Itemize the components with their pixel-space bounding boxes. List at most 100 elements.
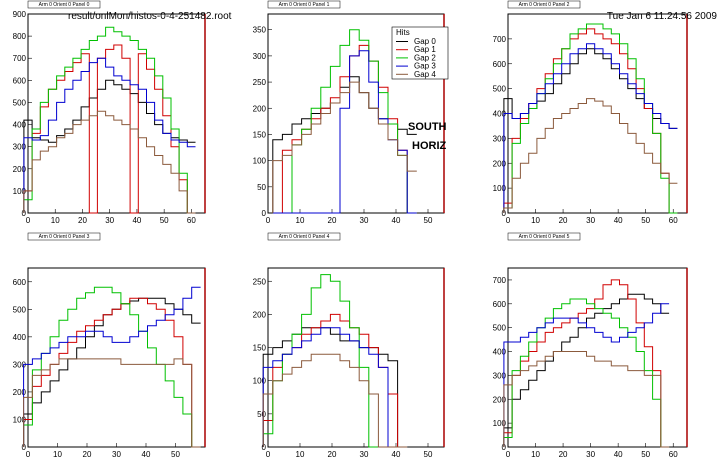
plot-frame-4	[267, 267, 445, 448]
y-tick-label-1-5: 250	[253, 78, 267, 87]
y-tick-label-3-1: 100	[13, 415, 27, 424]
legend-entry-2: Gap 2	[414, 53, 436, 62]
x-tick-label-3-2: 20	[83, 450, 92, 459]
legend-title: Hits	[396, 28, 410, 37]
histogram-line-pad3-gap2	[23, 286, 201, 448]
y-tick-label-0-0: 0	[22, 209, 27, 218]
histogram-pad-3: Arm 0 Orient 0 Panel 3010020030040050060…	[13, 232, 206, 459]
y-tick-label-4-5: 250	[253, 277, 267, 286]
x-tick-label-1-4: 40	[392, 216, 401, 225]
x-tick-label-2-0: 0	[506, 216, 511, 225]
histogram-line-pad0-gap2	[23, 26, 196, 214]
y-tick-label-0-2: 200	[13, 165, 27, 174]
x-tick-label-5-3: 30	[586, 450, 595, 459]
y-tick-label-3-0: 0	[22, 443, 27, 452]
x-tick-label-4-4: 40	[392, 450, 401, 459]
histogram-line-pad5-gap4	[503, 351, 670, 448]
histogram-line-pad4-gap2	[262, 274, 408, 448]
x-tick-label-2-6: 60	[669, 216, 678, 225]
y-tick-label-5-2: 200	[493, 395, 507, 404]
x-tick-label-1-0: 0	[266, 216, 271, 225]
y-tick-label-2-3: 300	[493, 134, 507, 143]
annotation-horiz: HORIZ	[412, 140, 447, 152]
pad-title-3: Arm 0 Orient 0 Panel 3	[39, 234, 90, 240]
x-tick-label-2-1: 10	[531, 216, 540, 225]
histogram-line-pad3-gap3	[23, 286, 201, 447]
x-tick-label-5-1: 10	[531, 450, 540, 459]
x-tick-label-5-2: 20	[559, 450, 568, 459]
y-tick-label-5-3: 300	[493, 371, 507, 380]
histogram-line-pad3-gap4	[23, 358, 201, 448]
y-tick-label-5-6: 600	[493, 300, 507, 309]
histogram-line-pad2-gap4	[503, 98, 678, 213]
pad-title-4: Arm 0 Orient 0 Panel 4	[279, 234, 330, 240]
file-name-header: result/onlMon/histos-0-4-251482.root	[68, 11, 232, 22]
y-tick-label-1-1: 50	[257, 183, 266, 192]
x-tick-label-3-5: 50	[171, 450, 180, 459]
y-tick-label-0-6: 600	[13, 76, 27, 85]
y-tick-label-1-4: 200	[253, 104, 267, 113]
x-tick-label-1-2: 20	[328, 216, 337, 225]
x-tick-label-0-3: 30	[105, 216, 114, 225]
histogram-line-pad0-gap3	[23, 57, 196, 213]
pad-title-box-4	[267, 232, 341, 241]
x-tick-label-3-1: 10	[53, 450, 62, 459]
y-tick-label-3-6: 600	[13, 278, 27, 287]
histogram-line-pad0-gap1	[23, 44, 196, 214]
histogram-pad-5: Arm 0 Orient 0 Panel 5010020030040050060…	[493, 232, 688, 459]
x-tick-label-5-6: 60	[669, 450, 678, 459]
y-tick-label-2-4: 400	[493, 110, 507, 119]
x-tick-label-4-2: 20	[328, 450, 337, 459]
x-tick-label-3-3: 30	[112, 450, 121, 459]
x-tick-label-0-0: 0	[26, 216, 31, 225]
y-tick-label-3-5: 500	[13, 305, 27, 314]
pad-title-box-1	[267, 0, 341, 9]
legend-box	[391, 26, 449, 80]
y-tick-label-1-0: 0	[262, 209, 267, 218]
y-tick-label-0-9: 900	[13, 10, 27, 19]
x-tick-label-4-0: 0	[266, 450, 271, 459]
y-tick-label-4-1: 50	[257, 410, 266, 419]
y-tick-label-2-2: 200	[493, 159, 507, 168]
y-tick-label-5-7: 700	[493, 276, 507, 285]
histogram-pad-0: Arm 0 Orient 0 Panel 0010020030040050060…	[13, 0, 206, 225]
y-tick-label-5-4: 400	[493, 348, 507, 357]
y-tick-label-0-5: 500	[13, 98, 27, 107]
legend-entry-3: Gap 3	[414, 62, 436, 71]
histogram-line-pad4-gap0	[262, 327, 408, 448]
x-tick-label-2-5: 50	[641, 216, 650, 225]
histogram-line-pad2-gap0	[503, 48, 678, 213]
x-tick-label-0-1: 10	[51, 216, 60, 225]
legend-entry-0: Gap 0	[414, 37, 436, 46]
histogram-line-pad4-gap4	[262, 353, 408, 448]
y-tick-label-0-1: 100	[13, 187, 27, 196]
plot-frame-3	[27, 267, 206, 448]
y-tick-label-4-2: 100	[253, 377, 267, 386]
x-tick-label-5-5: 50	[641, 450, 650, 459]
x-tick-label-3-0: 0	[26, 450, 31, 459]
x-tick-label-2-3: 30	[586, 216, 595, 225]
x-tick-label-0-2: 20	[78, 216, 87, 225]
histogram-line-pad3-gap1	[23, 297, 201, 448]
histogram-line-pad4-gap3	[262, 327, 408, 448]
x-tick-label-0-5: 50	[160, 216, 169, 225]
y-tick-label-2-7: 700	[493, 35, 507, 44]
histogram-line-pad5-gap3	[503, 303, 670, 447]
x-tick-label-5-0: 0	[506, 450, 511, 459]
x-tick-label-4-1: 10	[296, 450, 305, 459]
pad-title-0: Arm 0 Orient 0 Panel 0	[39, 2, 90, 8]
histogram-pad-1: Arm 0 Orient 0 Panel 1050100150200250300…	[253, 0, 445, 225]
y-tick-label-2-0: 0	[502, 209, 507, 218]
legend-entry-1: Gap 1	[414, 45, 436, 54]
y-tick-label-4-3: 150	[253, 344, 267, 353]
x-tick-label-4-5: 50	[424, 450, 433, 459]
pad-title-box-0	[27, 0, 101, 9]
y-tick-label-2-1: 100	[493, 184, 507, 193]
y-tick-label-0-7: 700	[13, 54, 27, 63]
x-tick-label-3-4: 40	[142, 450, 151, 459]
x-tick-label-4-3: 30	[360, 450, 369, 459]
x-tick-label-0-4: 40	[132, 216, 141, 225]
y-tick-label-1-2: 100	[253, 157, 267, 166]
